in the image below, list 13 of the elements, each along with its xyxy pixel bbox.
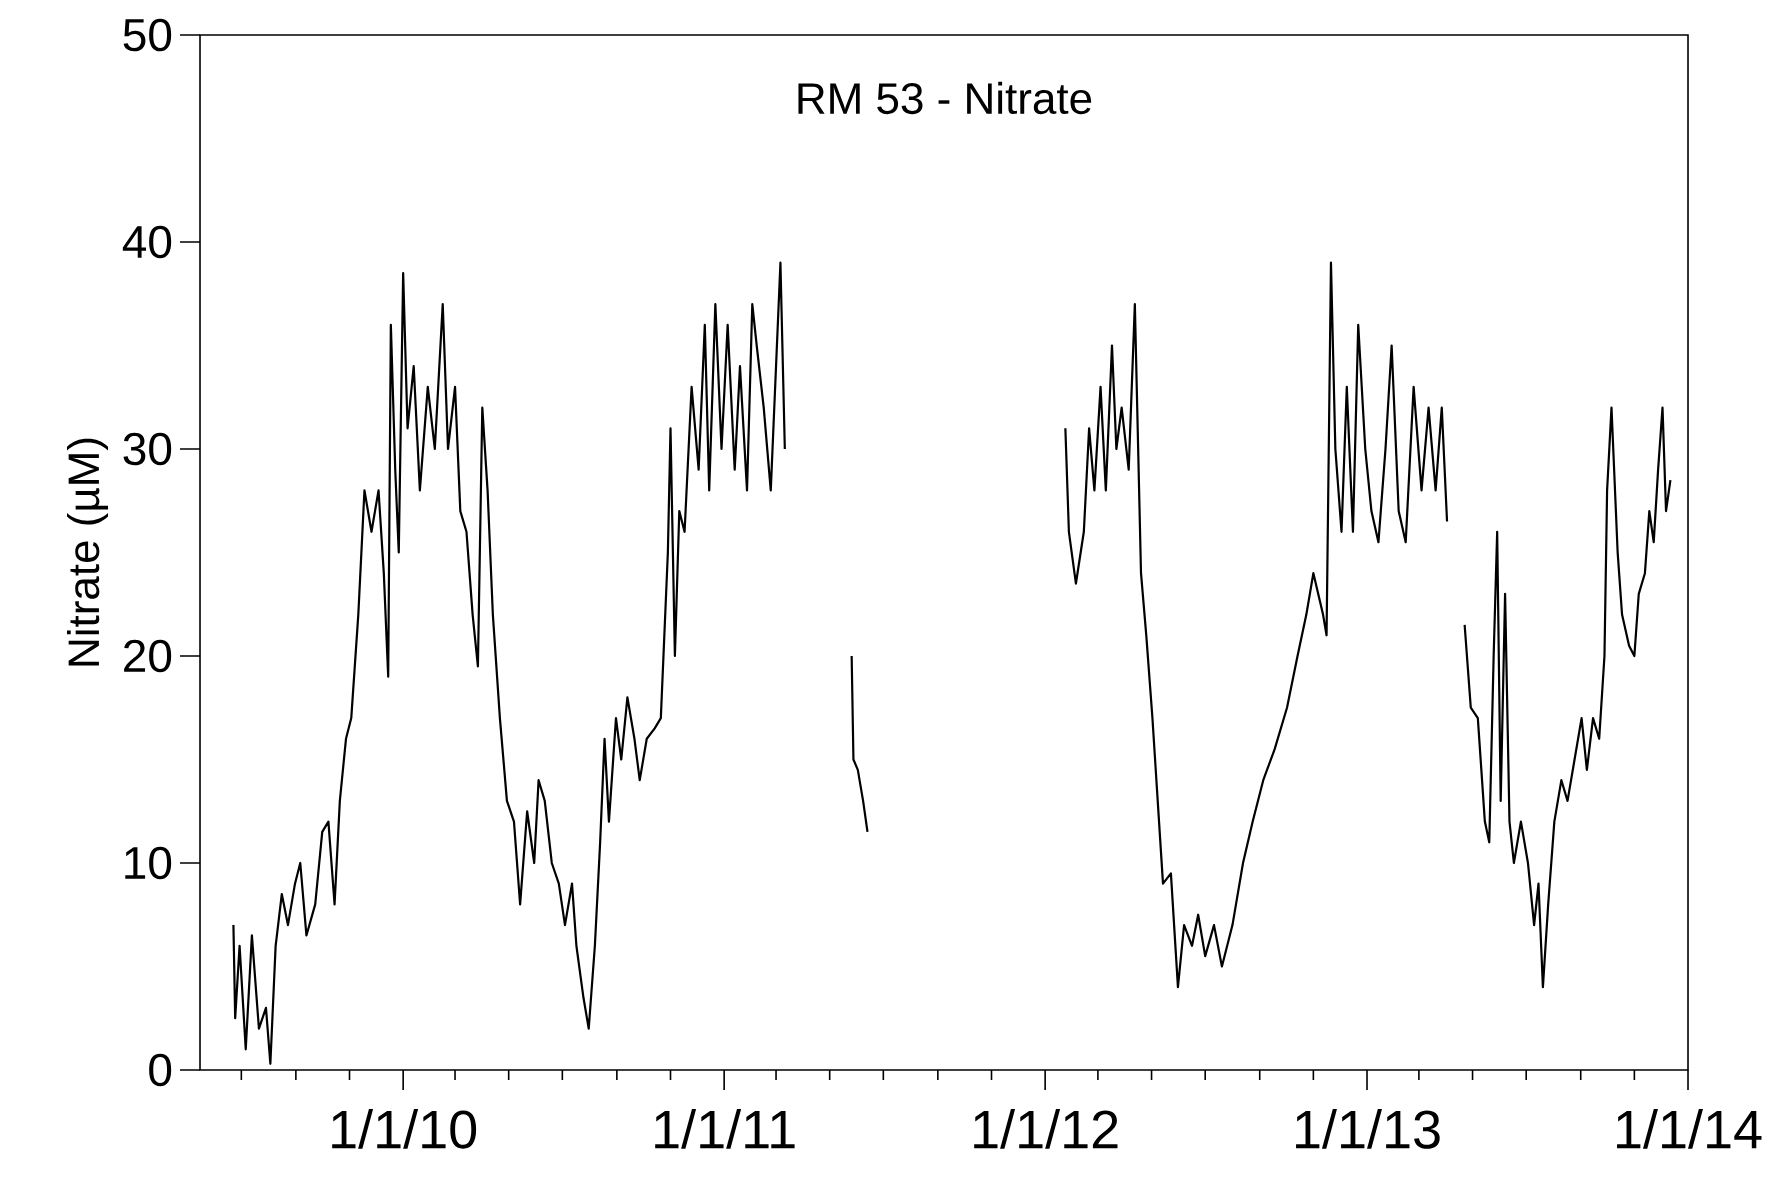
y-tick-label: 30 [123,432,172,466]
y-tick-label: 20 [124,639,172,673]
x-tick-label: 1/1/11 [655,1109,795,1149]
x-tick-label: 1/1/12 [974,1109,1118,1149]
y-tick-label: 0 [149,1053,172,1087]
x-tick-label: 1/1/14 [1617,1109,1762,1149]
y-tick-label: 40 [122,225,172,259]
y-tick-label: 50 [123,18,172,52]
x-tick-label: 1/1/10 [332,1109,477,1149]
text: RM 53 - Nitrate [798,81,1092,115]
y-axis-title: Nitrate (µM) [67,438,109,666]
x-tick-label: 1/1/13 [1296,1109,1440,1149]
y-tick-label: 10 [125,846,172,880]
